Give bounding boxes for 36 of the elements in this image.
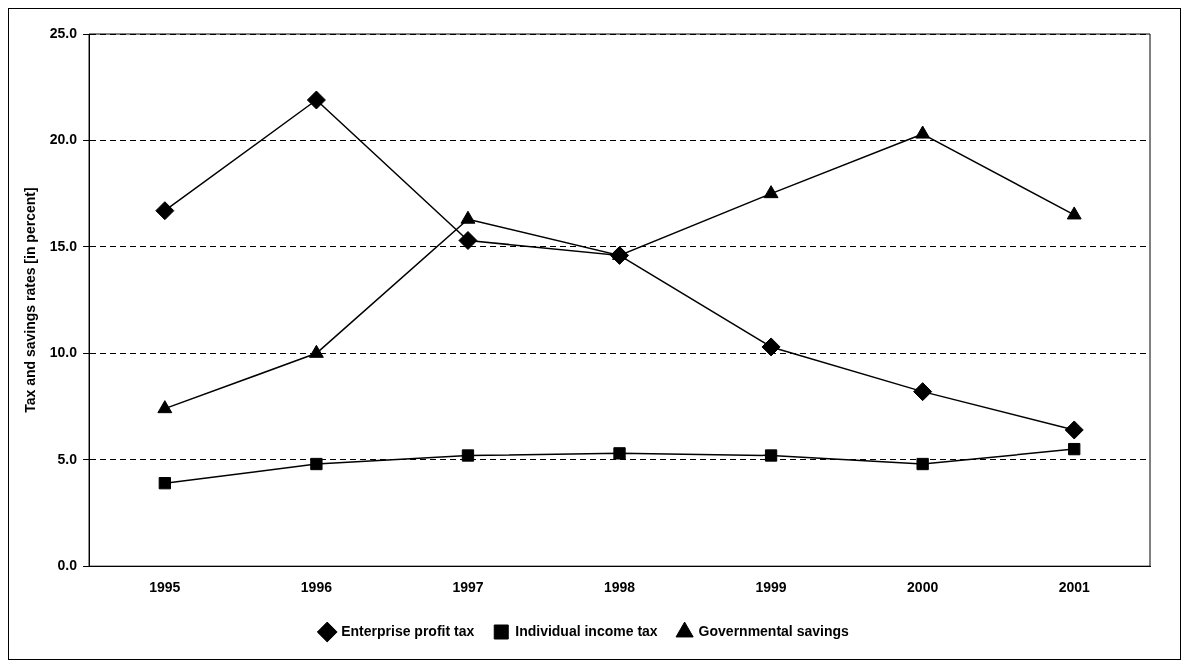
legend-label: Governmental savings (698, 622, 849, 639)
y-tick-label: 20.0 (49, 131, 78, 148)
x-tick-label: 1998 (603, 579, 636, 596)
point (155, 201, 175, 221)
x-tick-label: 2000 (907, 579, 939, 596)
point (1064, 420, 1084, 440)
y-axis-title: Tax and savings rates [in percent] (22, 187, 39, 413)
point (915, 125, 931, 139)
point (1068, 442, 1081, 456)
point (458, 230, 478, 250)
point (308, 344, 324, 358)
point (913, 382, 933, 402)
point (461, 449, 475, 462)
x-tick-label: 1997 (452, 579, 484, 596)
legend-label: Enterprise profit tax (341, 622, 475, 639)
point (763, 185, 779, 199)
x-tick-label: 2001 (1058, 579, 1090, 596)
y-tick-label: 15.0 (49, 237, 78, 254)
point (613, 447, 626, 460)
point (306, 90, 326, 110)
x-tick-label: 1995 (149, 579, 181, 596)
y-tick-label: 0.0 (57, 557, 78, 574)
point (460, 210, 476, 224)
point (764, 449, 778, 462)
point (761, 337, 781, 357)
point (916, 457, 929, 471)
x-tick-label: 1996 (300, 579, 333, 596)
point (157, 400, 173, 414)
x-tick-label: 1999 (755, 579, 787, 596)
y-tick-label: 25.0 (49, 24, 78, 41)
legend-label: Individual income tax (515, 622, 658, 639)
point (158, 477, 171, 490)
y-tick-label: 5.0 (57, 450, 78, 467)
point (310, 457, 323, 471)
point (1066, 206, 1082, 220)
y-tick-label: 10.0 (49, 344, 78, 361)
